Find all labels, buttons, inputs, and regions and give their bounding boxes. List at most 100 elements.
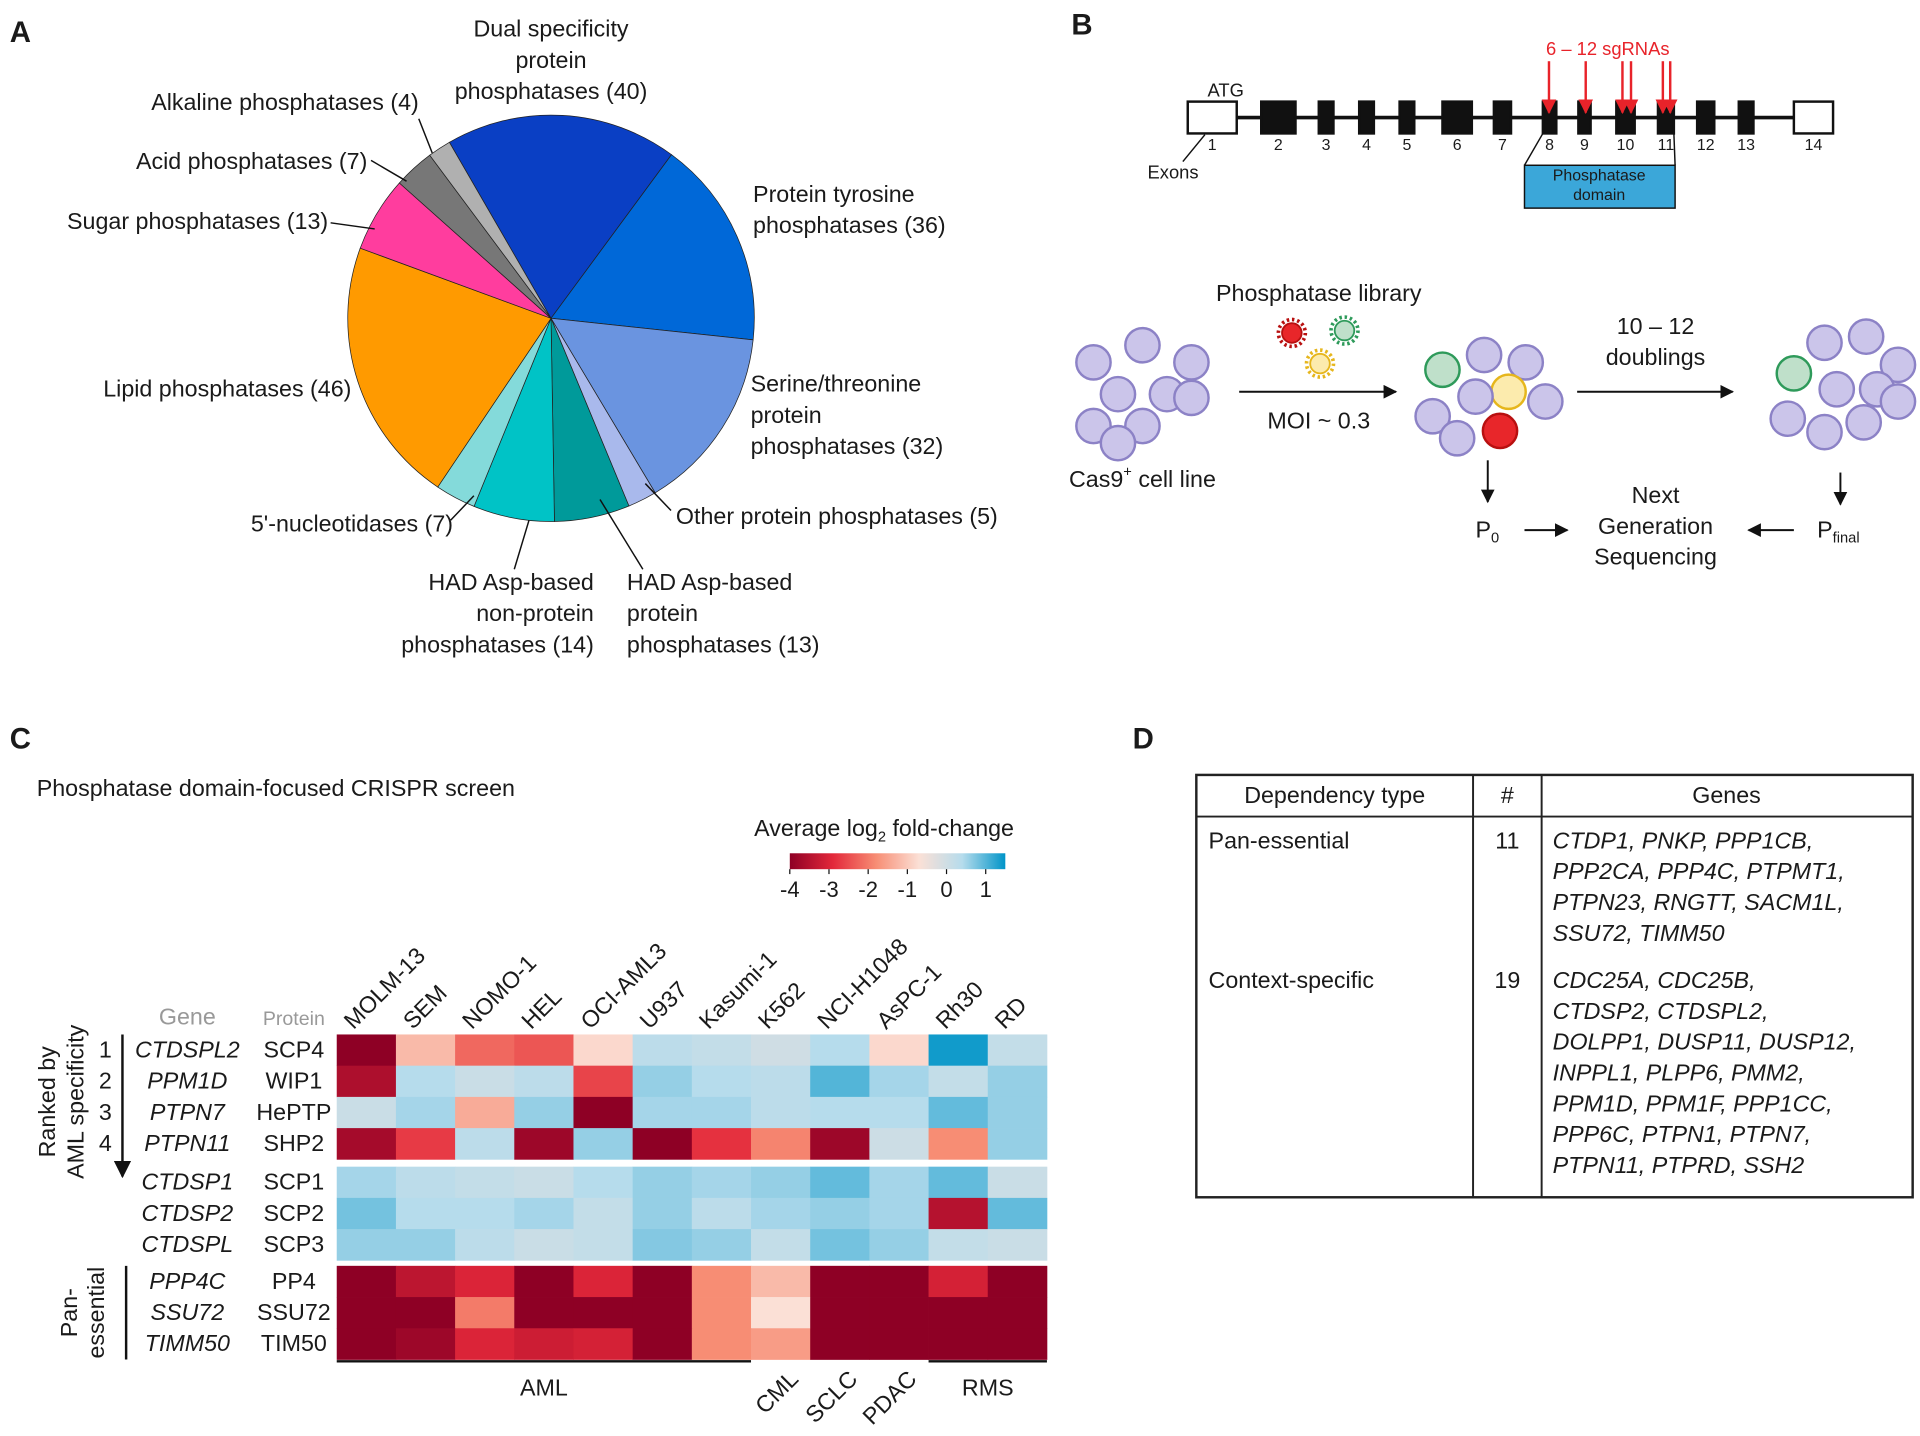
heatmap-cell: [455, 1128, 515, 1160]
column-label: Rh30: [931, 976, 989, 1034]
heatmap-cell: [751, 1265, 811, 1298]
domain-box: [1523, 164, 1676, 209]
cell: [1173, 344, 1210, 381]
exon: [1656, 100, 1676, 135]
heatmap-cell: [751, 1166, 811, 1199]
text-line: non-protein: [476, 600, 594, 626]
heatmap-cell: [455, 1034, 515, 1067]
pie-label: Other protein phosphatases (5): [676, 503, 998, 529]
rank-label: 4: [99, 1130, 112, 1156]
heatmap-cell: [573, 1166, 634, 1199]
heatmap-cell: [869, 1065, 929, 1098]
subscript: 0: [1491, 531, 1499, 547]
colorbar-tick-label: -4: [780, 877, 800, 902]
heatmap-cell: [810, 1265, 870, 1298]
virus: [1309, 352, 1331, 375]
heatmap-cell: [869, 1297, 929, 1329]
heatmap-cell: [987, 1128, 1048, 1160]
heatmap-cell: [691, 1297, 752, 1329]
heatmap-cell: [632, 1297, 693, 1329]
heatmap-cell: [810, 1065, 870, 1098]
table-border: [1195, 773, 1914, 1199]
heatmap-cell: [751, 1096, 811, 1129]
exon: [1260, 100, 1297, 135]
heatmap-cell: [336, 1297, 397, 1329]
gene-label: PPM1D: [147, 1068, 227, 1094]
cell: [1173, 379, 1210, 417]
sequencing-label: Next: [1632, 482, 1680, 508]
column-group-label: RMS: [962, 1375, 1014, 1401]
heatmap-cell: [632, 1229, 693, 1261]
pie-label: HAD Asp-based protein phosphatases (13): [627, 569, 820, 657]
heatmap-cell: [514, 1229, 574, 1261]
rank-label: 3: [99, 1099, 112, 1125]
pfinal-label: Pfinal: [1817, 516, 1859, 546]
sequencing-label: Sequencing: [1594, 543, 1717, 569]
library-label: Phosphatase library: [1216, 280, 1422, 306]
heatmap-cell: [336, 1166, 397, 1199]
heatmap-cell: [691, 1128, 752, 1160]
gene-label: CTDSP2: [141, 1200, 233, 1226]
row-group-label: Pan-: [56, 1288, 82, 1337]
leader-line: [418, 118, 433, 154]
table-header: #: [1501, 782, 1514, 808]
exon: [1737, 100, 1755, 135]
pie-slice: [429, 141, 552, 319]
heatmap-cell: [869, 1096, 929, 1129]
exon: [1398, 100, 1416, 135]
pie-label: HAD Asp-based non-protein phosphatases (14…: [401, 569, 594, 657]
table-cell: CTDSP2, CTDSPL2,: [1553, 998, 1769, 1024]
table-cell: CTDP1, PNKP, PPP1CB,: [1553, 827, 1814, 853]
heatmap-cell: [810, 1197, 870, 1230]
heatmap-cell: [928, 1096, 989, 1129]
gene-label: PTPN11: [144, 1130, 230, 1156]
heatmap-cell: [987, 1229, 1048, 1261]
heatmap-cell: [514, 1265, 574, 1298]
exon-number: 13: [1737, 137, 1755, 154]
exon-number: 5: [1403, 137, 1412, 154]
row-group-label: Ranked by: [34, 1046, 60, 1158]
heatmap-cell: [869, 1128, 929, 1160]
heatmap-cell: [928, 1166, 989, 1199]
colorbar: [789, 853, 1006, 870]
heatmap-cell: [928, 1034, 989, 1067]
heatmap-cell: [810, 1229, 870, 1261]
virus-spikes: [1304, 348, 1336, 379]
pie-slice: [347, 247, 552, 488]
heatmap-cell: [751, 1297, 811, 1329]
heatmap-cell: [987, 1065, 1048, 1098]
heatmap-cell: [632, 1265, 693, 1298]
heatmap-cell: [514, 1197, 574, 1230]
text-line: protein: [515, 47, 586, 73]
heatmap-cell: [987, 1328, 1048, 1360]
heatmap-cell: [632, 1065, 693, 1098]
heatmap-cell: [573, 1265, 634, 1298]
cell: [1414, 397, 1452, 435]
domain-label: Phosphatase: [1553, 167, 1646, 184]
heatmap-cell: [632, 1328, 693, 1360]
protein-label: SCP3: [263, 1231, 324, 1257]
pie-label: Acid phosphatases (7): [136, 148, 367, 174]
heatmap-cell: [336, 1065, 397, 1098]
gene-label: PPP4C: [149, 1268, 225, 1294]
table-cell: PPM1D, PPM1F, PPP1CC,: [1553, 1090, 1833, 1116]
heatmap-cell: [751, 1328, 811, 1360]
exon-number: 6: [1453, 137, 1462, 154]
table-cell: CDC25A, CDC25B,: [1553, 967, 1756, 993]
heatmap-cell: [336, 1128, 397, 1160]
leader-line: [370, 159, 407, 182]
panel-label: D: [1133, 722, 1154, 755]
heatmap-cell: [395, 1034, 456, 1067]
text-line: phosphatases (32): [751, 433, 944, 459]
pie-slice: [550, 317, 754, 494]
heatmap-cell: [987, 1166, 1048, 1199]
subscript: 2: [878, 829, 886, 845]
heatmap-cell: [691, 1265, 752, 1298]
exon: [1357, 100, 1376, 135]
colorbar-tick-label: 0: [940, 877, 952, 902]
table-header: Dependency type: [1244, 782, 1425, 808]
column-label: SEM: [398, 980, 452, 1034]
heatmap-cell: [869, 1197, 929, 1230]
pie-label: 5'-nucleotidases (7): [251, 510, 453, 536]
